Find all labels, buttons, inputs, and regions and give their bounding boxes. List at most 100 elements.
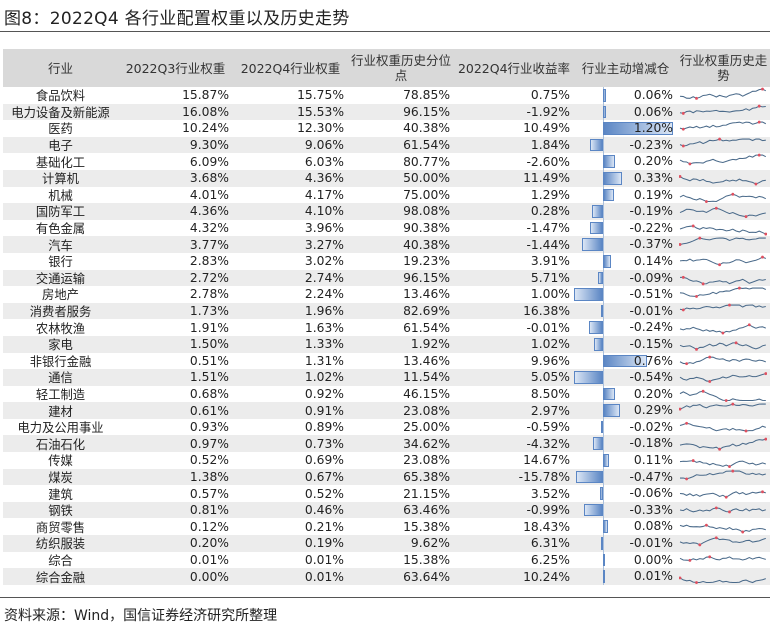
sparkline-chart (679, 341, 766, 351)
change-bar (599, 487, 603, 500)
bar-axis (603, 369, 604, 386)
trend-sparkline-cell (677, 236, 770, 253)
active-change-value: 0.20% (633, 386, 673, 401)
sparkline-chart (679, 536, 766, 547)
industry-cell: 国防军工 (35, 205, 86, 220)
active-change-value: 0.76% (633, 353, 673, 368)
header-trend: 行业权重历史走势 (679, 53, 768, 83)
table-row: 非银行金融 0.51% 1.31% 13.46% 9.96% 0.76% (3, 352, 770, 370)
sparkline-marker (685, 361, 688, 365)
sparkline-chart (679, 87, 767, 100)
sparkline-chart (679, 275, 766, 285)
active-change-value: 0.08% (633, 519, 673, 534)
trend-sparkline-cell (677, 220, 770, 237)
q3-weight-cell: 1.38% (189, 469, 229, 484)
change-bar (603, 254, 612, 268)
change-bar (603, 570, 605, 583)
header-return: 2022Q4行业收益率 (457, 60, 571, 76)
trend-sparkline-cell (677, 369, 770, 386)
return-cell: 1.00% (530, 287, 570, 302)
trend-sparkline-cell (677, 319, 770, 336)
percentile-cell: 1.92% (410, 337, 450, 352)
active-change-value: -0.01% (629, 536, 673, 551)
return-cell: 10.24% (523, 569, 570, 584)
return-cell: -0.01% (526, 320, 570, 335)
active-change-value: -0.54% (629, 370, 673, 385)
q4-weight-cell: 4.10% (304, 204, 344, 219)
active-change-value: -0.22% (629, 220, 673, 235)
table-row: 电力设备及新能源 16.08% 15.53% 96.15% -1.92% 0.06% (3, 103, 770, 121)
sparkline-marker (695, 96, 698, 100)
percentile-cell: 78.85% (403, 88, 450, 103)
table-row: 商贸零售 0.12% 0.21% 15.38% 18.43% 0.08% (3, 518, 770, 536)
table-row: 轻工制造 0.68% 0.92% 46.15% 8.50% 0.20% (3, 385, 770, 403)
return-cell: -2.60% (526, 154, 570, 169)
sparkline-marker (688, 558, 692, 562)
q4-weight-cell: 0.01% (304, 552, 344, 567)
sparkline-chart (679, 120, 767, 131)
industry-weight-table: 行业 2022Q3行业权重 2022Q4行业权重 行业权重历史分位点 2022Q… (3, 49, 770, 585)
industry-cell: 食品饮料 (35, 89, 86, 104)
active-change-value: -0.19% (629, 204, 673, 219)
sparkline-marker (757, 104, 761, 108)
header-q4-weight: 2022Q4行业权重 (240, 60, 341, 76)
percentile-cell: 40.38% (403, 237, 450, 252)
table-row: 电力及公用事业 0.93% 0.89% 25.00% -0.59% -0.02% (3, 418, 770, 436)
return-cell: 1.29% (530, 187, 570, 202)
q4-weight-cell: 2.74% (304, 270, 344, 285)
q4-weight-cell: 0.46% (304, 503, 344, 518)
table-row: 交通运输 2.72% 2.74% 96.15% 5.71% -0.09% (3, 269, 770, 287)
return-cell: -15.78% (518, 469, 570, 484)
sparkline-marker (681, 144, 685, 148)
sparkline-marker (691, 224, 695, 228)
change-bar (589, 138, 603, 152)
change-bar (603, 122, 673, 135)
sparkline-chart (679, 421, 766, 433)
return-cell: -1.44% (526, 237, 570, 252)
sparkline-chart (679, 303, 766, 312)
q3-weight-cell: 1.91% (189, 320, 229, 335)
percentile-cell: 96.15% (403, 104, 450, 119)
sparkline-marker (698, 236, 702, 240)
return-cell: 18.43% (523, 519, 570, 534)
sparkline-chart (679, 554, 766, 562)
change-bar (603, 155, 615, 168)
q3-weight-cell: 0.00% (189, 569, 229, 584)
sparkline-marker (708, 355, 712, 359)
sparkline-marker (744, 429, 748, 433)
bottom-rule (0, 597, 770, 598)
q4-weight-cell: 0.01% (304, 569, 344, 584)
change-bar (603, 387, 615, 401)
change-bar (603, 89, 607, 102)
return-cell: 2.97% (530, 403, 570, 418)
sparkline-chart (679, 224, 767, 236)
active-change-cell: -0.01% (574, 302, 677, 320)
sparkline-chart (679, 286, 766, 299)
percentile-cell: 96.15% (403, 270, 450, 285)
bar-axis (603, 286, 604, 303)
q3-weight-cell: 6.09% (189, 154, 229, 169)
sparkline-chart (679, 576, 766, 585)
industry-cell: 汽车 (48, 238, 73, 253)
table-row: 医药 10.24% 12.30% 40.38% 10.49% 1.20% (3, 120, 770, 137)
trend-sparkline-cell (677, 402, 770, 419)
q4-weight-cell: 2.24% (304, 287, 344, 302)
q3-weight-cell: 2.72% (189, 270, 229, 285)
sparkline-marker (695, 295, 698, 299)
sparkline-chart (679, 506, 766, 514)
sparkline-marker (714, 206, 718, 210)
q3-weight-cell: 4.32% (189, 221, 229, 236)
sparkline-marker (764, 438, 767, 442)
q3-weight-cell: 0.20% (189, 536, 229, 551)
sparkline-marker (708, 380, 712, 383)
sparkline-chart (679, 206, 766, 219)
industry-cell: 消费者服务 (29, 305, 92, 320)
trend-sparkline-cell (677, 336, 770, 353)
industry-cell: 计算机 (42, 172, 79, 187)
return-cell: -0.99% (526, 503, 570, 518)
sparkline-marker (754, 182, 758, 186)
sparkline-marker (728, 303, 731, 307)
q3-weight-cell: 4.01% (189, 187, 229, 202)
table-row: 建材 0.61% 0.91% 23.08% 2.97% 0.29% (3, 402, 770, 419)
sparkline-marker (681, 275, 685, 279)
